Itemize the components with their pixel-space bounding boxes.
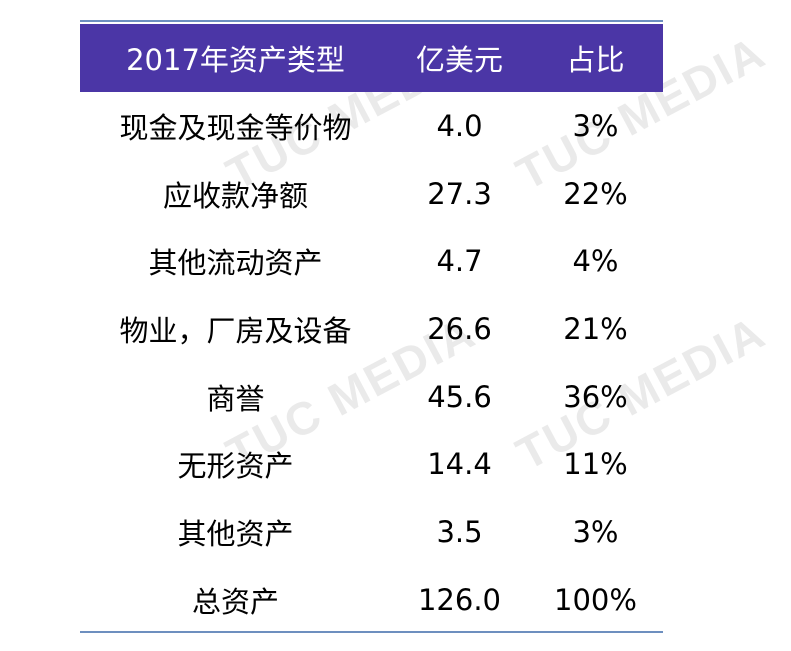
cell-asset-type: 总资产 [191,584,279,619]
cell-asset-type: 商誉 [206,381,265,416]
table-row: 商誉 45.6 36% [80,363,663,431]
table-row: 无形资产 14.4 11% [80,430,663,498]
table-row: 现金及现金等价物 4.0 3% [80,92,663,160]
cell-amount: 27.3 [427,176,492,211]
cell-asset-type: 现金及现金等价物 [119,110,352,145]
cell-share: 11% [563,447,628,482]
table-row: 其他资产 3.5 3% [80,498,663,566]
cell-asset-type: 无形资产 [177,449,294,484]
cell-asset-type: 应收款净额 [162,178,308,213]
cell-amount: 126.0 [417,582,502,617]
cell-amount: 14.4 [427,447,492,482]
cell-share: 36% [563,379,628,414]
cell-share: 4% [572,244,619,279]
table-row: 其他流动资产 4.7 4% [80,227,663,295]
header-asset-type: 2017年资产类型 [126,43,345,77]
cell-share: 3% [572,108,619,143]
table-bottom-rule [80,631,663,633]
table-row: 物业，厂房及设备 26.6 21% [80,295,663,363]
cell-asset-type: 其他资产 [177,516,294,551]
cell-share: 22% [563,176,628,211]
table-header-row: 2017年资产类型 亿美元 占比 [80,24,663,92]
cell-share: 21% [563,311,628,346]
table-top-rule [80,20,663,22]
cell-asset-type: 其他流动资产 [148,246,323,281]
table-row: 应收款净额 27.3 22% [80,160,663,228]
cell-share: 100% [554,582,637,617]
cell-amount: 3.5 [436,514,483,549]
asset-table: 2017年资产类型 亿美元 占比 现金及现金等价物 4.0 3% 应收款净额 2… [80,24,663,634]
cell-share: 3% [572,514,619,549]
cell-amount: 45.6 [427,379,492,414]
table-row-total: 总资产 126.0 100% [80,566,663,634]
cell-amount: 26.6 [427,311,492,346]
cell-amount: 4.0 [436,108,483,143]
cell-amount: 4.7 [436,244,483,279]
cell-asset-type: 物业，厂房及设备 [119,313,352,348]
header-amount: 亿美元 [415,43,503,77]
header-share: 占比 [566,43,625,77]
